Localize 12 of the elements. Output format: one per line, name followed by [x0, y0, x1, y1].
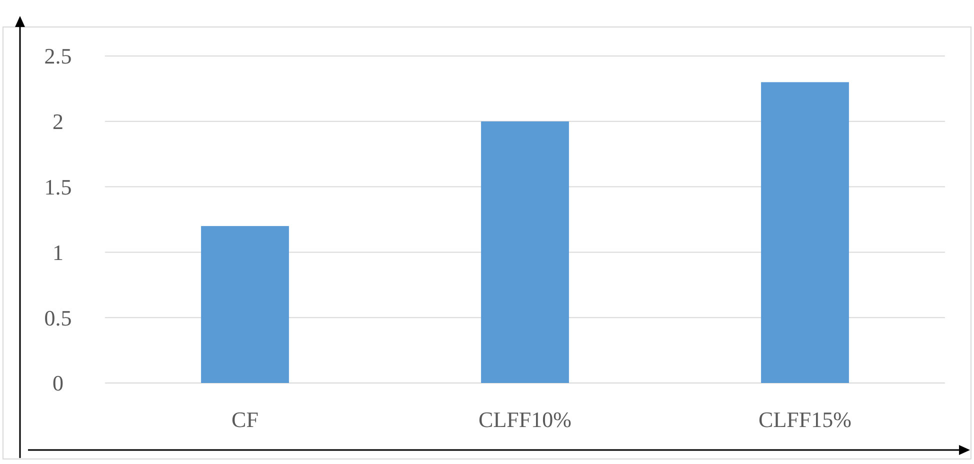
y-tick-label: 1.5 — [44, 174, 72, 200]
y-tick-label: 0.5 — [44, 305, 72, 330]
y-tick-label: 0 — [52, 370, 64, 396]
y-tick-label: 2 — [52, 109, 64, 134]
x-tick-label: CLFF15% — [758, 407, 852, 432]
y-tick-label: 2.5 — [44, 44, 72, 69]
bar — [761, 82, 849, 383]
y-tick-label: 1 — [52, 240, 64, 265]
x-tick-label: CF — [232, 407, 258, 432]
bar — [201, 226, 289, 383]
x-tick-label: CLFF10% — [478, 407, 572, 432]
bar — [481, 121, 569, 383]
